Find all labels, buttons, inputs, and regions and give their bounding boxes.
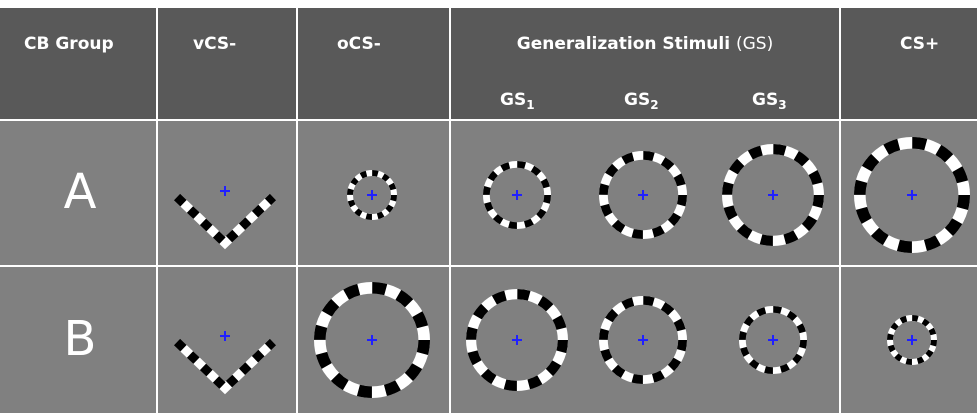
column-header: vCS- [193,34,236,54]
column-header: oCS- [337,34,381,54]
gs-label: GS [500,90,526,110]
gs-sub: 2 [650,98,658,112]
group-label: B [64,311,97,367]
ring-stimulus [482,160,551,229]
ring-stimulus [599,295,688,384]
ring-stimulus [599,150,688,239]
ring-stimulus [853,137,970,254]
ring-stimulus [721,144,824,247]
ring-stimulus [313,281,430,398]
gs-header: GS1 [500,90,535,112]
column-header: Generalization Stimuli (GS) [517,34,773,54]
gs-sub: 1 [526,98,534,112]
ring-stimulus [887,315,937,365]
gs-header: GS2 [624,90,659,112]
gs-header: GS3 [752,90,787,112]
ring-stimulus [347,170,397,220]
ring-stimulus [739,305,808,374]
header-bg [0,8,977,120]
header-normal: (GS) [736,34,773,54]
column-header: CS+ [900,34,939,54]
gs-label: GS [624,90,650,110]
column-header: CB Group [24,34,114,54]
v-stimulus [173,193,277,250]
gs-sub: 3 [778,98,786,112]
header-bold: Generalization Stimuli [517,34,730,54]
cell-borders [0,8,977,413]
ring-stimulus [466,289,569,392]
group-label: A [64,164,97,220]
v-stimulus [173,338,277,395]
gs-label: GS [752,90,778,110]
